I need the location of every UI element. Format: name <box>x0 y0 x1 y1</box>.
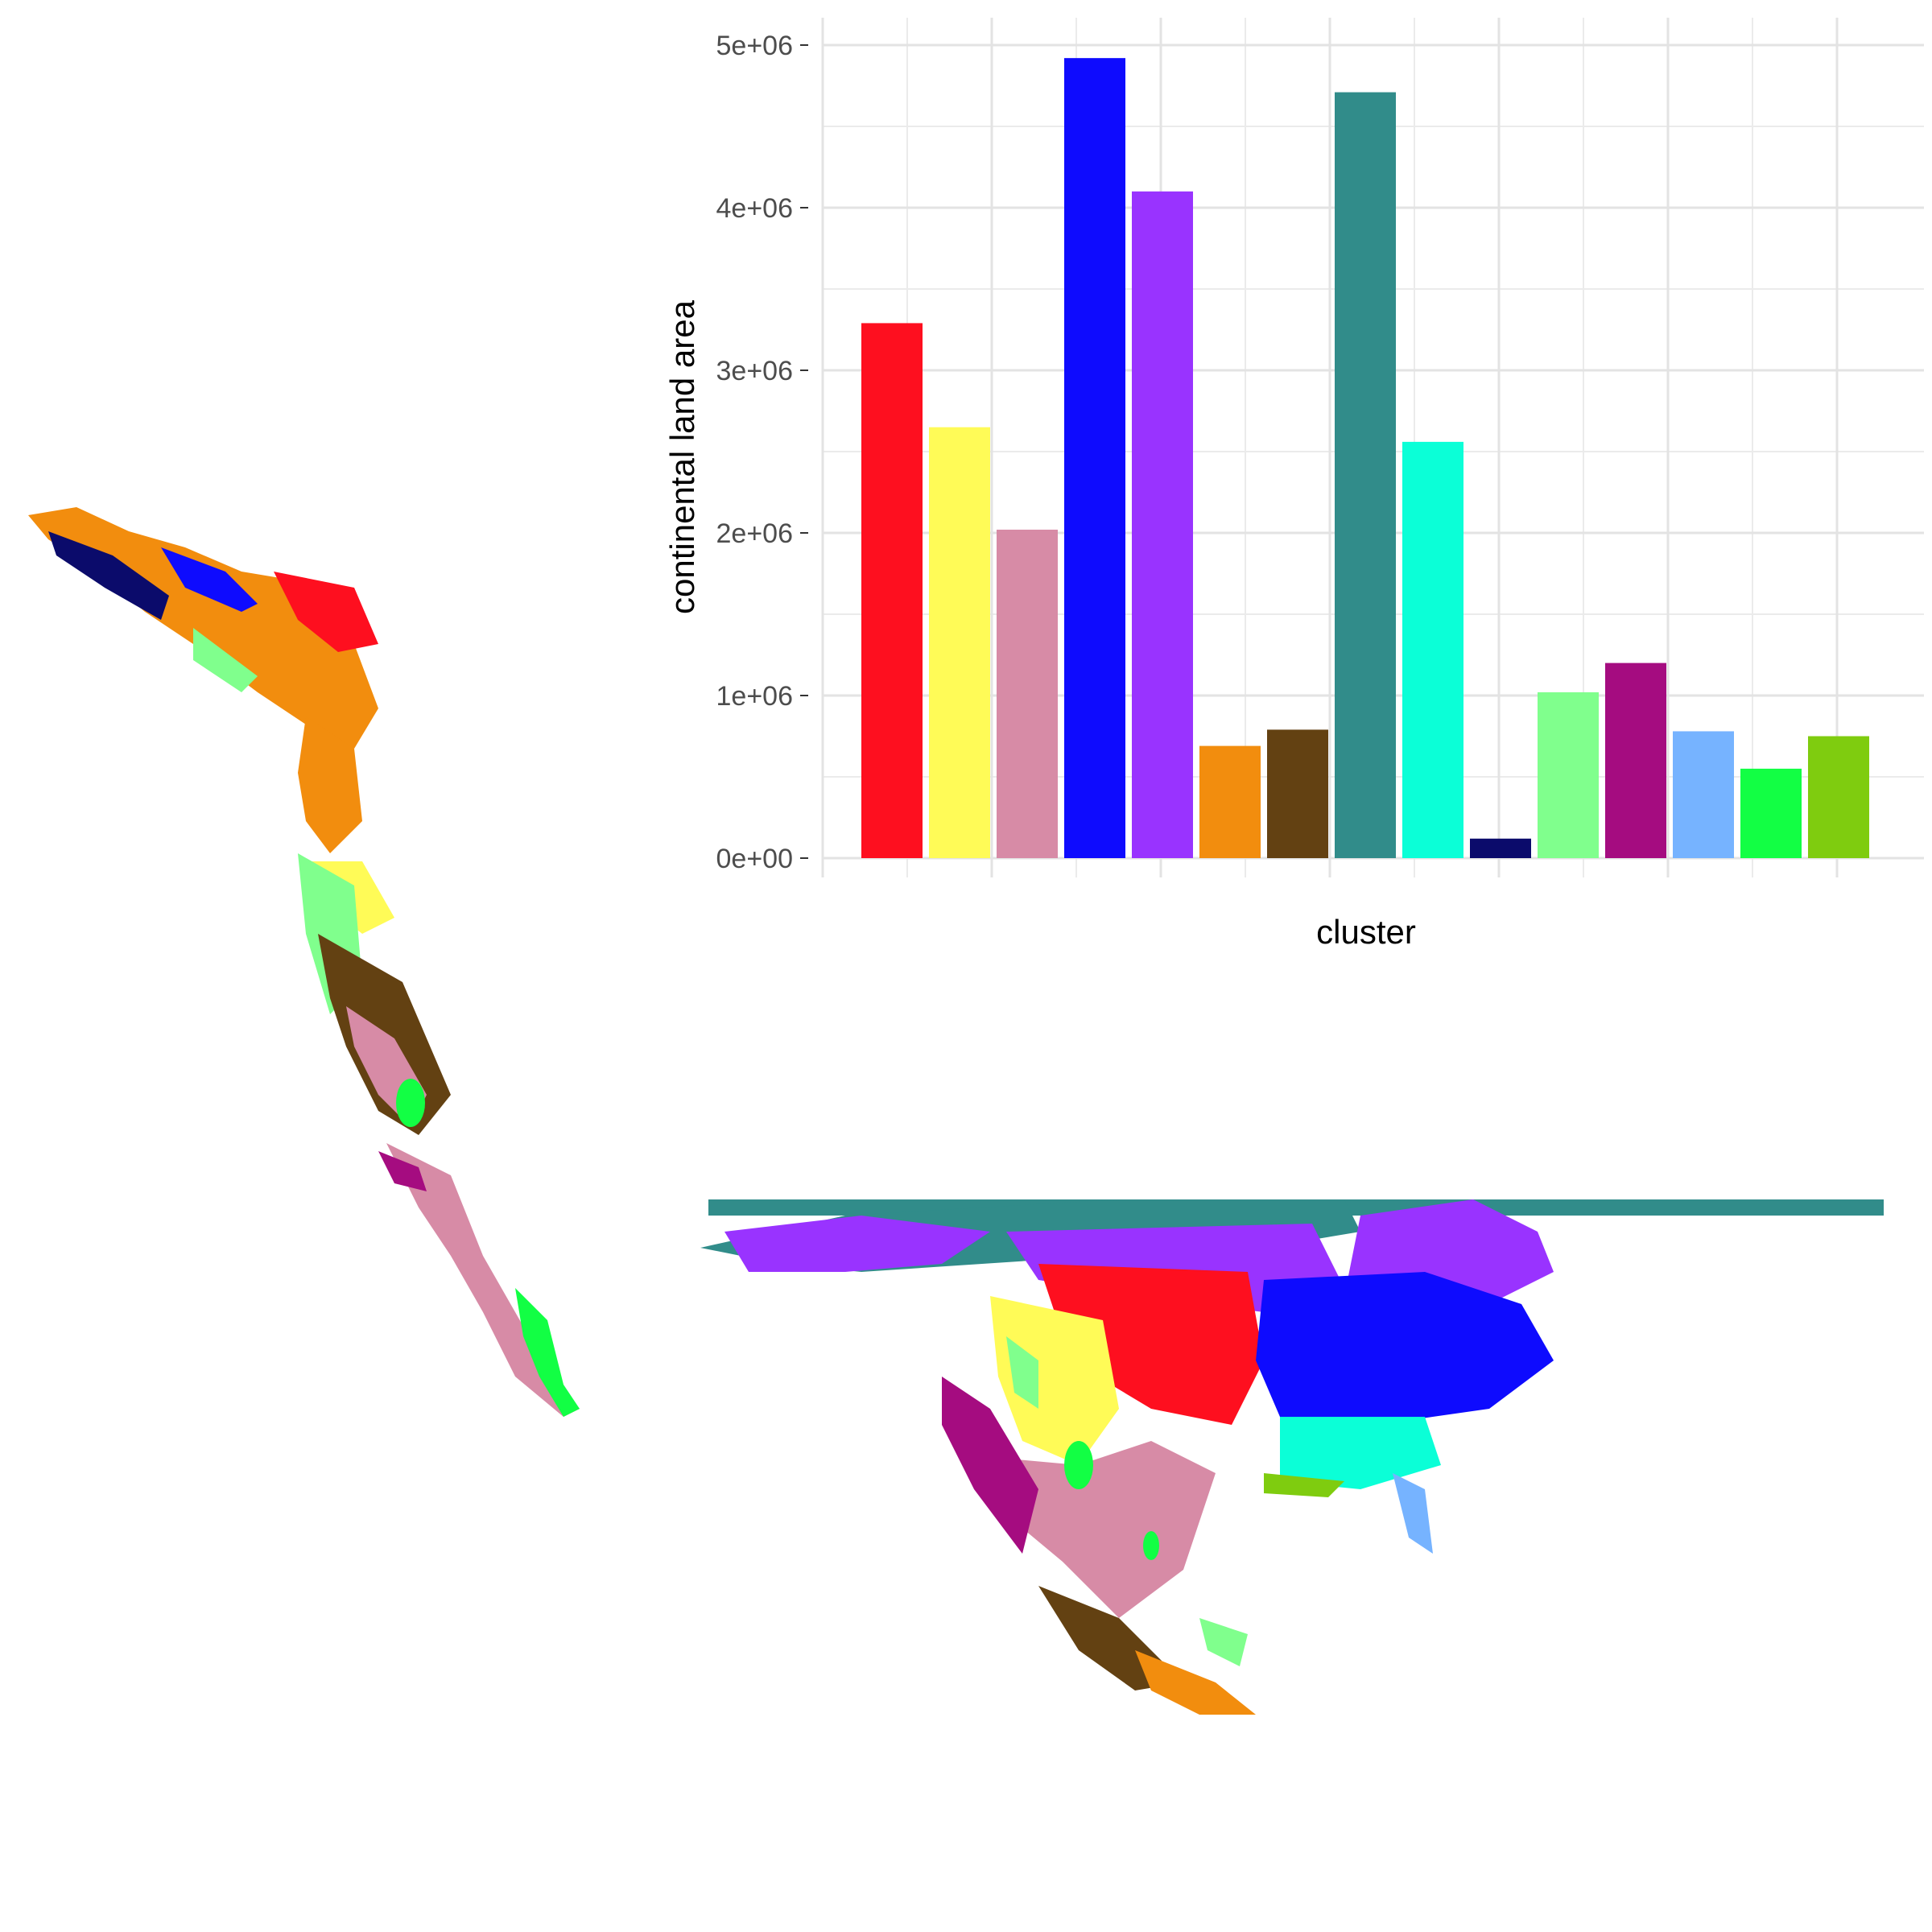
bar <box>1808 736 1869 858</box>
alaska-red <box>274 572 378 652</box>
alaska-green <box>193 628 258 692</box>
alaska-boreal <box>724 1216 990 1272</box>
bar <box>1402 441 1463 858</box>
central-valley <box>1064 1441 1093 1489</box>
gulf-coast <box>1264 1473 1344 1497</box>
bar <box>861 323 923 858</box>
bars <box>861 58 1869 859</box>
rockies <box>990 1296 1119 1465</box>
y-tick-label: 1e+06 <box>716 681 794 712</box>
y-tick-label: 3e+06 <box>716 356 794 386</box>
bar <box>1199 745 1261 858</box>
baja-green <box>1143 1531 1159 1560</box>
bar <box>929 427 990 858</box>
bar <box>1673 731 1734 858</box>
yucatan <box>1199 1618 1248 1666</box>
alaska-navy <box>48 531 169 620</box>
transect-map: elevation transect map <box>28 507 580 1417</box>
west-coast <box>942 1377 1038 1554</box>
y-axis-title: continental land area <box>663 299 701 614</box>
alaska-blue <box>161 547 258 612</box>
central-america <box>1135 1650 1256 1715</box>
bar <box>1605 663 1666 858</box>
y-tick-label: 5e+06 <box>716 31 794 61</box>
southwest <box>990 1441 1216 1618</box>
bar <box>997 529 1058 858</box>
y-tick-label: 0e+00 <box>716 844 794 874</box>
bar <box>1538 691 1599 858</box>
y-tick-label: 4e+06 <box>716 193 794 224</box>
southeast <box>1280 1417 1441 1489</box>
bar-chart: 0e+00 1e+06 2e+06 3e+06 4e+06 5e+06 cluster c… <box>663 18 1924 951</box>
bar <box>1335 92 1396 858</box>
baja-magenta <box>378 1151 427 1191</box>
y-tick-labels: 0e+00 1e+06 2e+06 3e+06 4e+06 5e+06 <box>716 31 808 874</box>
x-axis-title: cluster <box>1316 913 1416 951</box>
bar <box>1064 58 1125 858</box>
great-plains <box>1038 1264 1264 1425</box>
eastern-forest <box>1256 1272 1554 1425</box>
bar <box>1470 838 1531 858</box>
continent-map: continental cluster map <box>700 1199 1884 1715</box>
ca-green <box>396 1079 425 1127</box>
y-tick-label: 2e+06 <box>716 518 794 549</box>
bar <box>1267 729 1328 858</box>
canada-boreal <box>1006 1224 1344 1312</box>
bar <box>1132 191 1193 859</box>
florida <box>1393 1473 1433 1554</box>
cascade-green <box>1006 1336 1038 1409</box>
baja-green <box>515 1288 580 1417</box>
bc-strip <box>298 716 362 853</box>
bar <box>1740 768 1802 858</box>
